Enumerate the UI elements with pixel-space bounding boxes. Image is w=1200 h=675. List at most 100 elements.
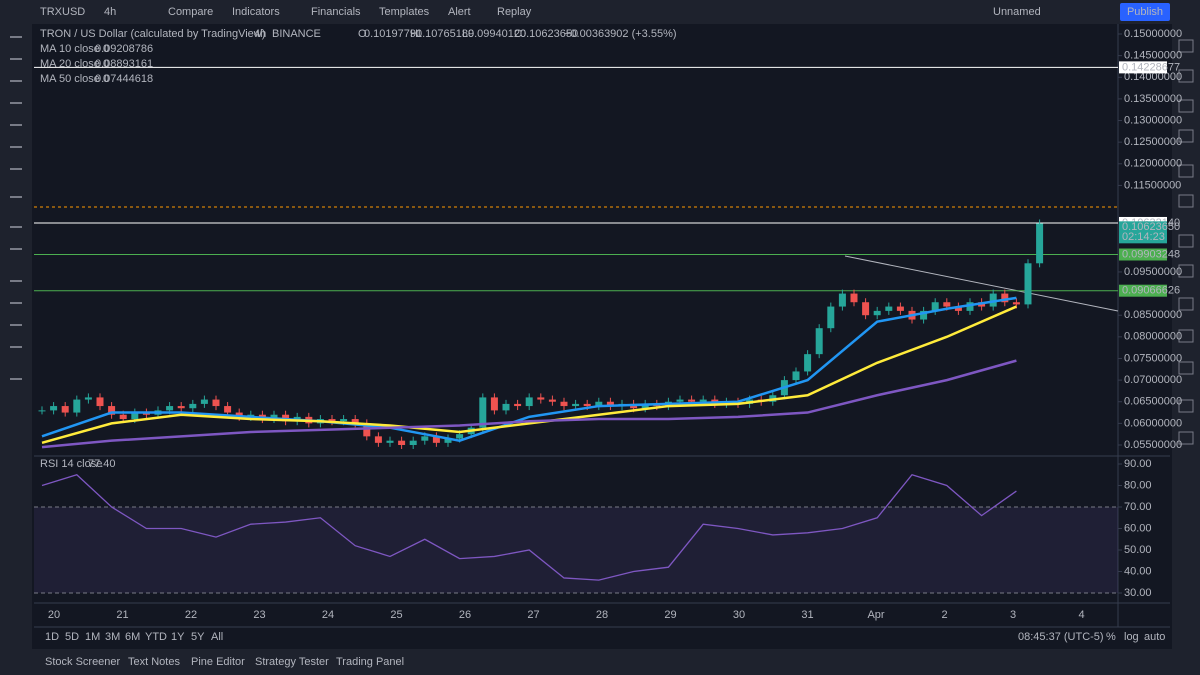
candle-body [966, 302, 974, 311]
tab[interactable]: Trading Panel [336, 656, 404, 668]
x-tick-label: 26 [459, 609, 471, 621]
y-tick-label: 0.13500000 [1124, 93, 1182, 105]
symbol[interactable]: TRXUSD [40, 6, 85, 18]
tab[interactable]: Pine Editor [191, 656, 245, 668]
candle-body [943, 302, 951, 307]
scale-option[interactable]: auto [1144, 631, 1165, 643]
tab[interactable]: Strategy Tester [255, 656, 329, 668]
legend-interval: 4h [254, 28, 266, 40]
candle-body [896, 306, 904, 311]
y-tick-label: 0.05500000 [1124, 439, 1182, 451]
toolbar-button[interactable]: Compare [168, 6, 213, 18]
toolbar-button[interactable]: Templates [379, 6, 430, 18]
ohlc-key: H [410, 28, 418, 40]
bottom-tabs [32, 649, 1172, 675]
rsi-tick-label: 80.00 [1124, 479, 1152, 491]
candle-body [920, 310, 928, 320]
ohlc-value: 0.09940120 [468, 28, 526, 40]
scale-option[interactable]: % [1106, 631, 1116, 643]
candle-body [792, 371, 800, 381]
layout-name[interactable]: Unnamed [993, 6, 1041, 18]
level-box [1119, 284, 1167, 297]
y-tick-label: 0.06500000 [1124, 396, 1182, 408]
y-tick-label: 0.08500000 [1124, 309, 1182, 321]
range-button[interactable]: 5D [65, 631, 79, 643]
right-sidebar-icons [1178, 39, 1194, 445]
candle-body [374, 436, 382, 443]
interval[interactable]: 4h [104, 6, 116, 18]
candle-body [421, 436, 429, 441]
toolbar-button[interactable]: Financials [311, 6, 361, 18]
publish-label[interactable]: Publish [1127, 6, 1163, 18]
y-tick-label: 0.13000000 [1124, 114, 1182, 126]
candle-body [224, 406, 232, 413]
toolbar-button[interactable]: Indicators [232, 6, 280, 18]
tab[interactable]: Stock Screener [45, 656, 121, 668]
scale-option[interactable]: log [1124, 631, 1139, 643]
ma-value: 0.08893161 [95, 58, 153, 70]
candle-body [850, 293, 858, 303]
rsi-title: RSI 14 close [40, 458, 102, 470]
candle-body [537, 397, 545, 400]
publish-button[interactable] [1120, 3, 1170, 21]
candle-body [827, 306, 835, 329]
rsi-value: 77.40 [88, 458, 116, 470]
candle-body [1036, 223, 1044, 264]
candle-body [84, 397, 92, 400]
rsi-tick-label: 60.00 [1124, 522, 1152, 534]
range-button[interactable]: 3M [105, 631, 120, 643]
y-tick-label: 0.07000000 [1124, 374, 1182, 386]
candle-body [131, 412, 139, 420]
candle-body [583, 403, 591, 407]
candle-body [595, 401, 603, 407]
candle-body [50, 406, 58, 411]
range-button[interactable]: 1Y [171, 631, 185, 643]
candle-body [200, 399, 208, 404]
candle-body [862, 302, 870, 316]
candle-body [873, 310, 881, 316]
candle-body [989, 293, 997, 307]
candle-body [641, 403, 649, 409]
candle-body [386, 440, 394, 443]
x-tick-label: 23 [253, 609, 265, 621]
candle-body [96, 397, 104, 407]
toolbar-button[interactable]: Alert [448, 6, 471, 18]
range-button[interactable]: 5Y [191, 631, 205, 643]
clock: 08:45:37 (UTC-5) [1018, 631, 1104, 643]
candle-body [351, 419, 359, 424]
toolbar-button[interactable]: Replay [497, 6, 532, 18]
moving-average [41, 305, 1017, 445]
range-button[interactable]: All [211, 631, 223, 643]
range-button[interactable]: YTD [145, 631, 167, 643]
x-tick-label: Apr [867, 609, 884, 621]
candle-body [73, 399, 81, 413]
candle-body [432, 436, 440, 443]
candle-body [525, 397, 533, 407]
y-tick-label: 0.09500000 [1124, 266, 1182, 278]
candle-body [61, 406, 69, 413]
x-tick-label: 31 [801, 609, 813, 621]
ma-name: MA 10 close 0 [40, 43, 109, 55]
x-tick-label: 21 [116, 609, 128, 621]
candle-body [548, 399, 556, 402]
range-button[interactable]: 1D [45, 631, 59, 643]
candle-body [838, 293, 846, 307]
candle-body [815, 328, 823, 355]
y-tick-label: 0.15000000 [1124, 28, 1182, 40]
change: +0.00363902 (+3.55%) [564, 28, 677, 40]
candle-body [1001, 293, 1009, 303]
range-button[interactable]: 1M [85, 631, 100, 643]
x-tick-label: 24 [322, 609, 334, 621]
y-tick-label: 0.07500000 [1124, 352, 1182, 364]
candle-body [502, 403, 510, 411]
level-label: 0.09903248 [1122, 248, 1180, 260]
left-tool-icons [10, 36, 22, 380]
level-label: 0.09066626 [1122, 285, 1180, 297]
tab[interactable]: Text Notes [128, 656, 180, 668]
range-button[interactable]: 6M [125, 631, 140, 643]
candle-body [270, 414, 278, 420]
candle-body [479, 397, 487, 428]
candle-body [490, 397, 498, 411]
rsi-tick-label: 70.00 [1124, 501, 1152, 513]
